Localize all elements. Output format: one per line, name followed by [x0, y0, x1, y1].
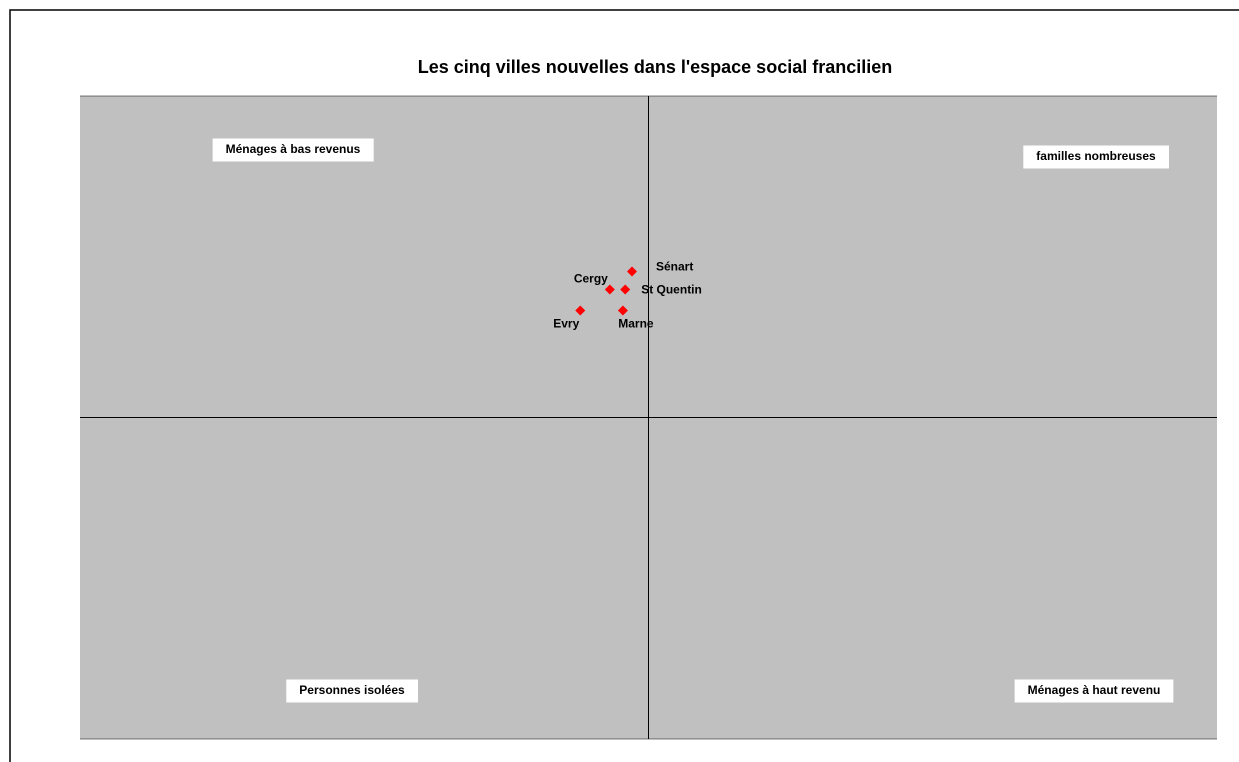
- point: [575, 305, 586, 316]
- chart-title: Les cinq villes nouvelles dans l'espace …: [418, 57, 893, 77]
- point: [627, 266, 638, 277]
- annotation: Ménages à bas revenus: [226, 142, 361, 156]
- point-label: Marne: [618, 317, 654, 331]
- point-label: Cergy: [574, 272, 608, 286]
- point-label: St Quentin: [641, 283, 702, 297]
- annotation-box: [286, 679, 419, 703]
- point: [617, 305, 628, 316]
- point-label: Sénart: [656, 260, 693, 274]
- frame: [9, 9, 1239, 762]
- point: [604, 284, 615, 295]
- annotation-box: [1014, 679, 1174, 703]
- point: [620, 284, 631, 295]
- annotation-box: [1023, 145, 1170, 169]
- annotation: Ménages à haut revenu: [1028, 683, 1161, 697]
- annotation-box: [212, 138, 374, 162]
- annotation: Personnes isolées: [299, 683, 405, 697]
- point-label: Evry: [553, 317, 579, 331]
- annotation: familles nombreuses: [1036, 149, 1156, 163]
